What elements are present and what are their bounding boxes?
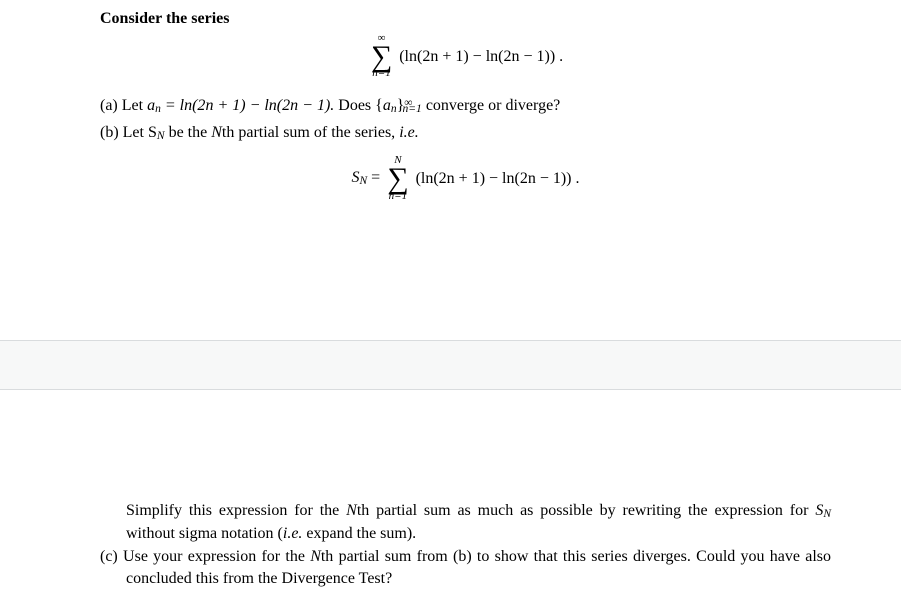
part-b: (b) Let SN be the Nth partial sum of the…	[100, 122, 831, 145]
sn-body: (ln(2n + 1) − ln(2n − 1)) .	[416, 171, 580, 187]
part-b-line: Let S	[123, 124, 157, 141]
series-body: (ln(2n + 1) − ln(2n − 1)) .	[399, 49, 563, 65]
sigma-infinite: ∞ ∑ n=1	[371, 34, 392, 79]
sigma-finite: N ∑ n=1	[387, 156, 408, 201]
sigma-lower: n=1	[371, 69, 392, 79]
part-c-line1: Use your expression for the Nth partial …	[123, 548, 696, 565]
simplify-line2-post: expand the sum).	[302, 525, 416, 542]
part-a: (a) Let an = ln(2n + 1) − ln(2n − 1). Do…	[100, 95, 831, 118]
simplify-line2-mid: without sigma notation (	[126, 525, 283, 542]
part-c-label: (c)	[100, 548, 118, 565]
simplify-ie: i.e.	[283, 525, 303, 542]
content-bottom: Simplify this expression for the Nth par…	[100, 500, 831, 589]
part-b-line2: be the Nth partial sum of the series,	[165, 124, 400, 141]
sn-lhs: SN =	[351, 170, 380, 188]
content-top: Consider the series ∞ ∑ n=1 (ln(2n + 1) …	[100, 10, 831, 210]
sn-display: SN = N ∑ n=1 (ln(2n + 1) − ln(2n − 1)) .	[100, 156, 831, 201]
sigma-icon: ∑	[371, 44, 392, 70]
page: Consider the series ∞ ∑ n=1 (ln(2n + 1) …	[0, 0, 901, 602]
part-b-label: (b)	[100, 124, 119, 141]
simplify-line2-pre: expression for	[714, 502, 815, 519]
problem-header: Consider the series	[100, 10, 831, 28]
part-a-post2: converge or diverge?	[422, 97, 560, 114]
part-c: (c) Use your expression for the Nth part…	[100, 546, 831, 589]
separator-band	[0, 340, 901, 390]
sigma-lower-n: n=1	[387, 192, 408, 202]
part-b-sub: N	[157, 130, 165, 142]
sigma-icon: ∑	[387, 166, 408, 192]
ie-text: i.e.	[399, 124, 419, 141]
simplify-line1: Simplify this expression for the Nth par…	[126, 502, 714, 519]
part-a-seq: {an}∞n=1	[375, 97, 422, 114]
simplify-paragraph: Simplify this expression for the Nth par…	[100, 500, 831, 544]
part-a-pre: Let	[122, 97, 147, 114]
series-display: ∞ ∑ n=1 (ln(2n + 1) − ln(2n − 1)) .	[100, 34, 831, 79]
part-a-def: an = ln(2n + 1) − ln(2n − 1).	[147, 97, 334, 114]
part-a-label: (a)	[100, 97, 118, 114]
part-a-post1: Does	[334, 97, 375, 114]
